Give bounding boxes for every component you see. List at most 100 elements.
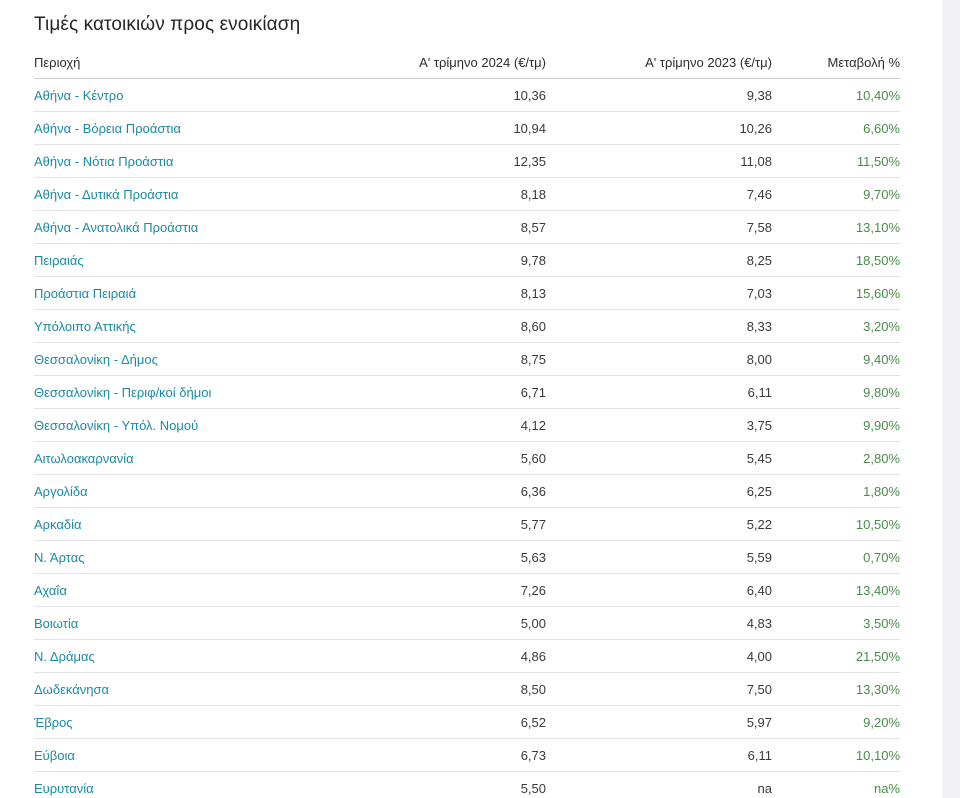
- value-change: 15,60%: [772, 276, 900, 310]
- area-link[interactable]: Βοιωτία: [34, 606, 324, 640]
- area-link[interactable]: Αθήνα - Δυτικά Προάστια: [34, 177, 324, 211]
- table-row: Προάστια Πειραιά 8,13 7,03 15,60%: [34, 276, 900, 310]
- header-q1-2024: Α' τρίμηνο 2024 (€/τμ): [324, 46, 546, 79]
- table-row: Βοιωτία 5,00 4,83 3,50%: [34, 606, 900, 640]
- table-row: Αθήνα - Ανατολικά Προάστια 8,57 7,58 13,10%: [34, 210, 900, 244]
- table-row: Ν. Δράμας 4,86 4,00 21,50%: [34, 639, 900, 673]
- area-link[interactable]: Δωδεκάνησα: [34, 672, 324, 706]
- value-q1-2024: 5,77: [324, 507, 546, 541]
- value-q1-2023: 6,11: [546, 738, 772, 772]
- table-row: Θεσσαλονίκη - Υπόλ. Νομού 4,12 3,75 9,90%: [34, 408, 900, 442]
- value-q1-2023: 11,08: [546, 144, 772, 178]
- value-q1-2024: 8,57: [324, 210, 546, 244]
- value-change: 13,10%: [772, 210, 900, 244]
- area-link[interactable]: Αθήνα - Ανατολικά Προάστια: [34, 210, 324, 244]
- area-link[interactable]: Προάστια Πειραιά: [34, 276, 324, 310]
- value-change: 6,60%: [772, 111, 900, 145]
- area-link[interactable]: Αθήνα - Κέντρο: [34, 78, 324, 112]
- table-row: Αθήνα - Κέντρο 10,36 9,38 10,40%: [34, 78, 900, 112]
- value-change: 21,50%: [772, 639, 900, 673]
- value-q1-2023: 10,26: [546, 111, 772, 145]
- value-q1-2023: 4,83: [546, 606, 772, 640]
- value-q1-2023: 7,50: [546, 672, 772, 706]
- area-link[interactable]: Αχαΐα: [34, 573, 324, 607]
- table-row: Έβρος 6,52 5,97 9,20%: [34, 705, 900, 739]
- table-row: Αιτωλοακαρνανία 5,60 5,45 2,80%: [34, 441, 900, 475]
- value-q1-2023: 6,11: [546, 375, 772, 409]
- table-row: Πειραιάς 9,78 8,25 18,50%: [34, 243, 900, 277]
- table-row: Ν. Άρτας 5,63 5,59 0,70%: [34, 540, 900, 574]
- value-change: 9,40%: [772, 342, 900, 376]
- area-link[interactable]: Αθήνα - Νότια Προάστια: [34, 144, 324, 178]
- value-q1-2024: 9,78: [324, 243, 546, 277]
- value-q1-2024: 10,94: [324, 111, 546, 145]
- value-q1-2023: 3,75: [546, 408, 772, 442]
- area-link[interactable]: Θεσσαλονίκη - Δήμος: [34, 342, 324, 376]
- area-link[interactable]: Ν. Δράμας: [34, 639, 324, 673]
- table-row: Αχαΐα 7,26 6,40 13,40%: [34, 573, 900, 607]
- table-row: Θεσσαλονίκη - Δήμος 8,75 8,00 9,40%: [34, 342, 900, 376]
- table-header-row: Περιοχή Α' τρίμηνο 2024 (€/τμ) Α' τρίμην…: [34, 46, 900, 79]
- value-q1-2024: 4,12: [324, 408, 546, 442]
- value-q1-2024: 5,60: [324, 441, 546, 475]
- value-q1-2023: 9,38: [546, 78, 772, 112]
- value-change: na%: [772, 771, 900, 798]
- table-row: Ευρυτανία 5,50 na na%: [34, 771, 900, 798]
- area-link[interactable]: Αρκαδία: [34, 507, 324, 541]
- value-change: 18,50%: [772, 243, 900, 277]
- area-link[interactable]: Υπόλοιπο Αττικής: [34, 309, 324, 343]
- header-change: Μεταβολή %: [772, 46, 900, 79]
- area-link[interactable]: Ν. Άρτας: [34, 540, 324, 574]
- value-change: 9,20%: [772, 705, 900, 739]
- value-q1-2024: 4,86: [324, 639, 546, 673]
- value-q1-2023: 7,03: [546, 276, 772, 310]
- value-change: 10,40%: [772, 78, 900, 112]
- value-q1-2023: 5,97: [546, 705, 772, 739]
- area-link[interactable]: Αιτωλοακαρνανία: [34, 441, 324, 475]
- area-link[interactable]: Έβρος: [34, 705, 324, 739]
- area-link[interactable]: Πειραιάς: [34, 243, 324, 277]
- value-q1-2024: 8,75: [324, 342, 546, 376]
- value-change: 9,90%: [772, 408, 900, 442]
- value-q1-2024: 10,36: [324, 78, 546, 112]
- value-q1-2023: 6,25: [546, 474, 772, 508]
- value-q1-2024: 8,60: [324, 309, 546, 343]
- area-link[interactable]: Θεσσαλονίκη - Υπόλ. Νομού: [34, 408, 324, 442]
- scrollbar-track[interactable]: [942, 0, 960, 798]
- area-link[interactable]: Εύβοια: [34, 738, 324, 772]
- value-change: 13,30%: [772, 672, 900, 706]
- value-q1-2023: 5,22: [546, 507, 772, 541]
- table-row: Θεσσαλονίκη - Περιφ/κοί δήμοι 6,71 6,11 9,8…: [34, 375, 900, 409]
- value-q1-2024: 6,36: [324, 474, 546, 508]
- value-q1-2023: 4,00: [546, 639, 772, 673]
- value-change: 11,50%: [772, 144, 900, 178]
- page-title: Τιμές κατοικιών προς ενοικίαση: [34, 14, 301, 35]
- header-q1-2023: Α' τρίμηνο 2023 (€/τμ): [546, 46, 772, 79]
- value-q1-2023: 7,58: [546, 210, 772, 244]
- value-q1-2023: 6,40: [546, 573, 772, 607]
- header-area: Περιοχή: [34, 46, 324, 79]
- value-q1-2024: 6,73: [324, 738, 546, 772]
- table-body: Αθήνα - Κέντρο 10,36 9,38 10,40% Αθήνα - Βόρ…: [34, 78, 900, 798]
- value-q1-2024: 5,50: [324, 771, 546, 798]
- area-link[interactable]: Αθήνα - Βόρεια Προάστια: [34, 111, 324, 145]
- value-q1-2024: 5,63: [324, 540, 546, 574]
- table-row: Αθήνα - Δυτικά Προάστια 8,18 7,46 9,70%: [34, 177, 900, 211]
- table-row: Αρκαδία 5,77 5,22 10,50%: [34, 507, 900, 541]
- value-change: 3,20%: [772, 309, 900, 343]
- value-q1-2024: 8,50: [324, 672, 546, 706]
- area-link[interactable]: Θεσσαλονίκη - Περιφ/κοί δήμοι: [34, 375, 324, 409]
- value-change: 2,80%: [772, 441, 900, 475]
- value-q1-2024: 8,13: [324, 276, 546, 310]
- table-row: Αργολίδα 6,36 6,25 1,80%: [34, 474, 900, 508]
- area-link[interactable]: Αργολίδα: [34, 474, 324, 508]
- value-change: 1,80%: [772, 474, 900, 508]
- value-q1-2023: 8,25: [546, 243, 772, 277]
- value-q1-2024: 12,35: [324, 144, 546, 178]
- table-row: Αθήνα - Βόρεια Προάστια 10,94 10,26 6,60%: [34, 111, 900, 145]
- value-q1-2024: 7,26: [324, 573, 546, 607]
- value-change: 9,80%: [772, 375, 900, 409]
- value-change: 10,10%: [772, 738, 900, 772]
- area-link[interactable]: Ευρυτανία: [34, 771, 324, 798]
